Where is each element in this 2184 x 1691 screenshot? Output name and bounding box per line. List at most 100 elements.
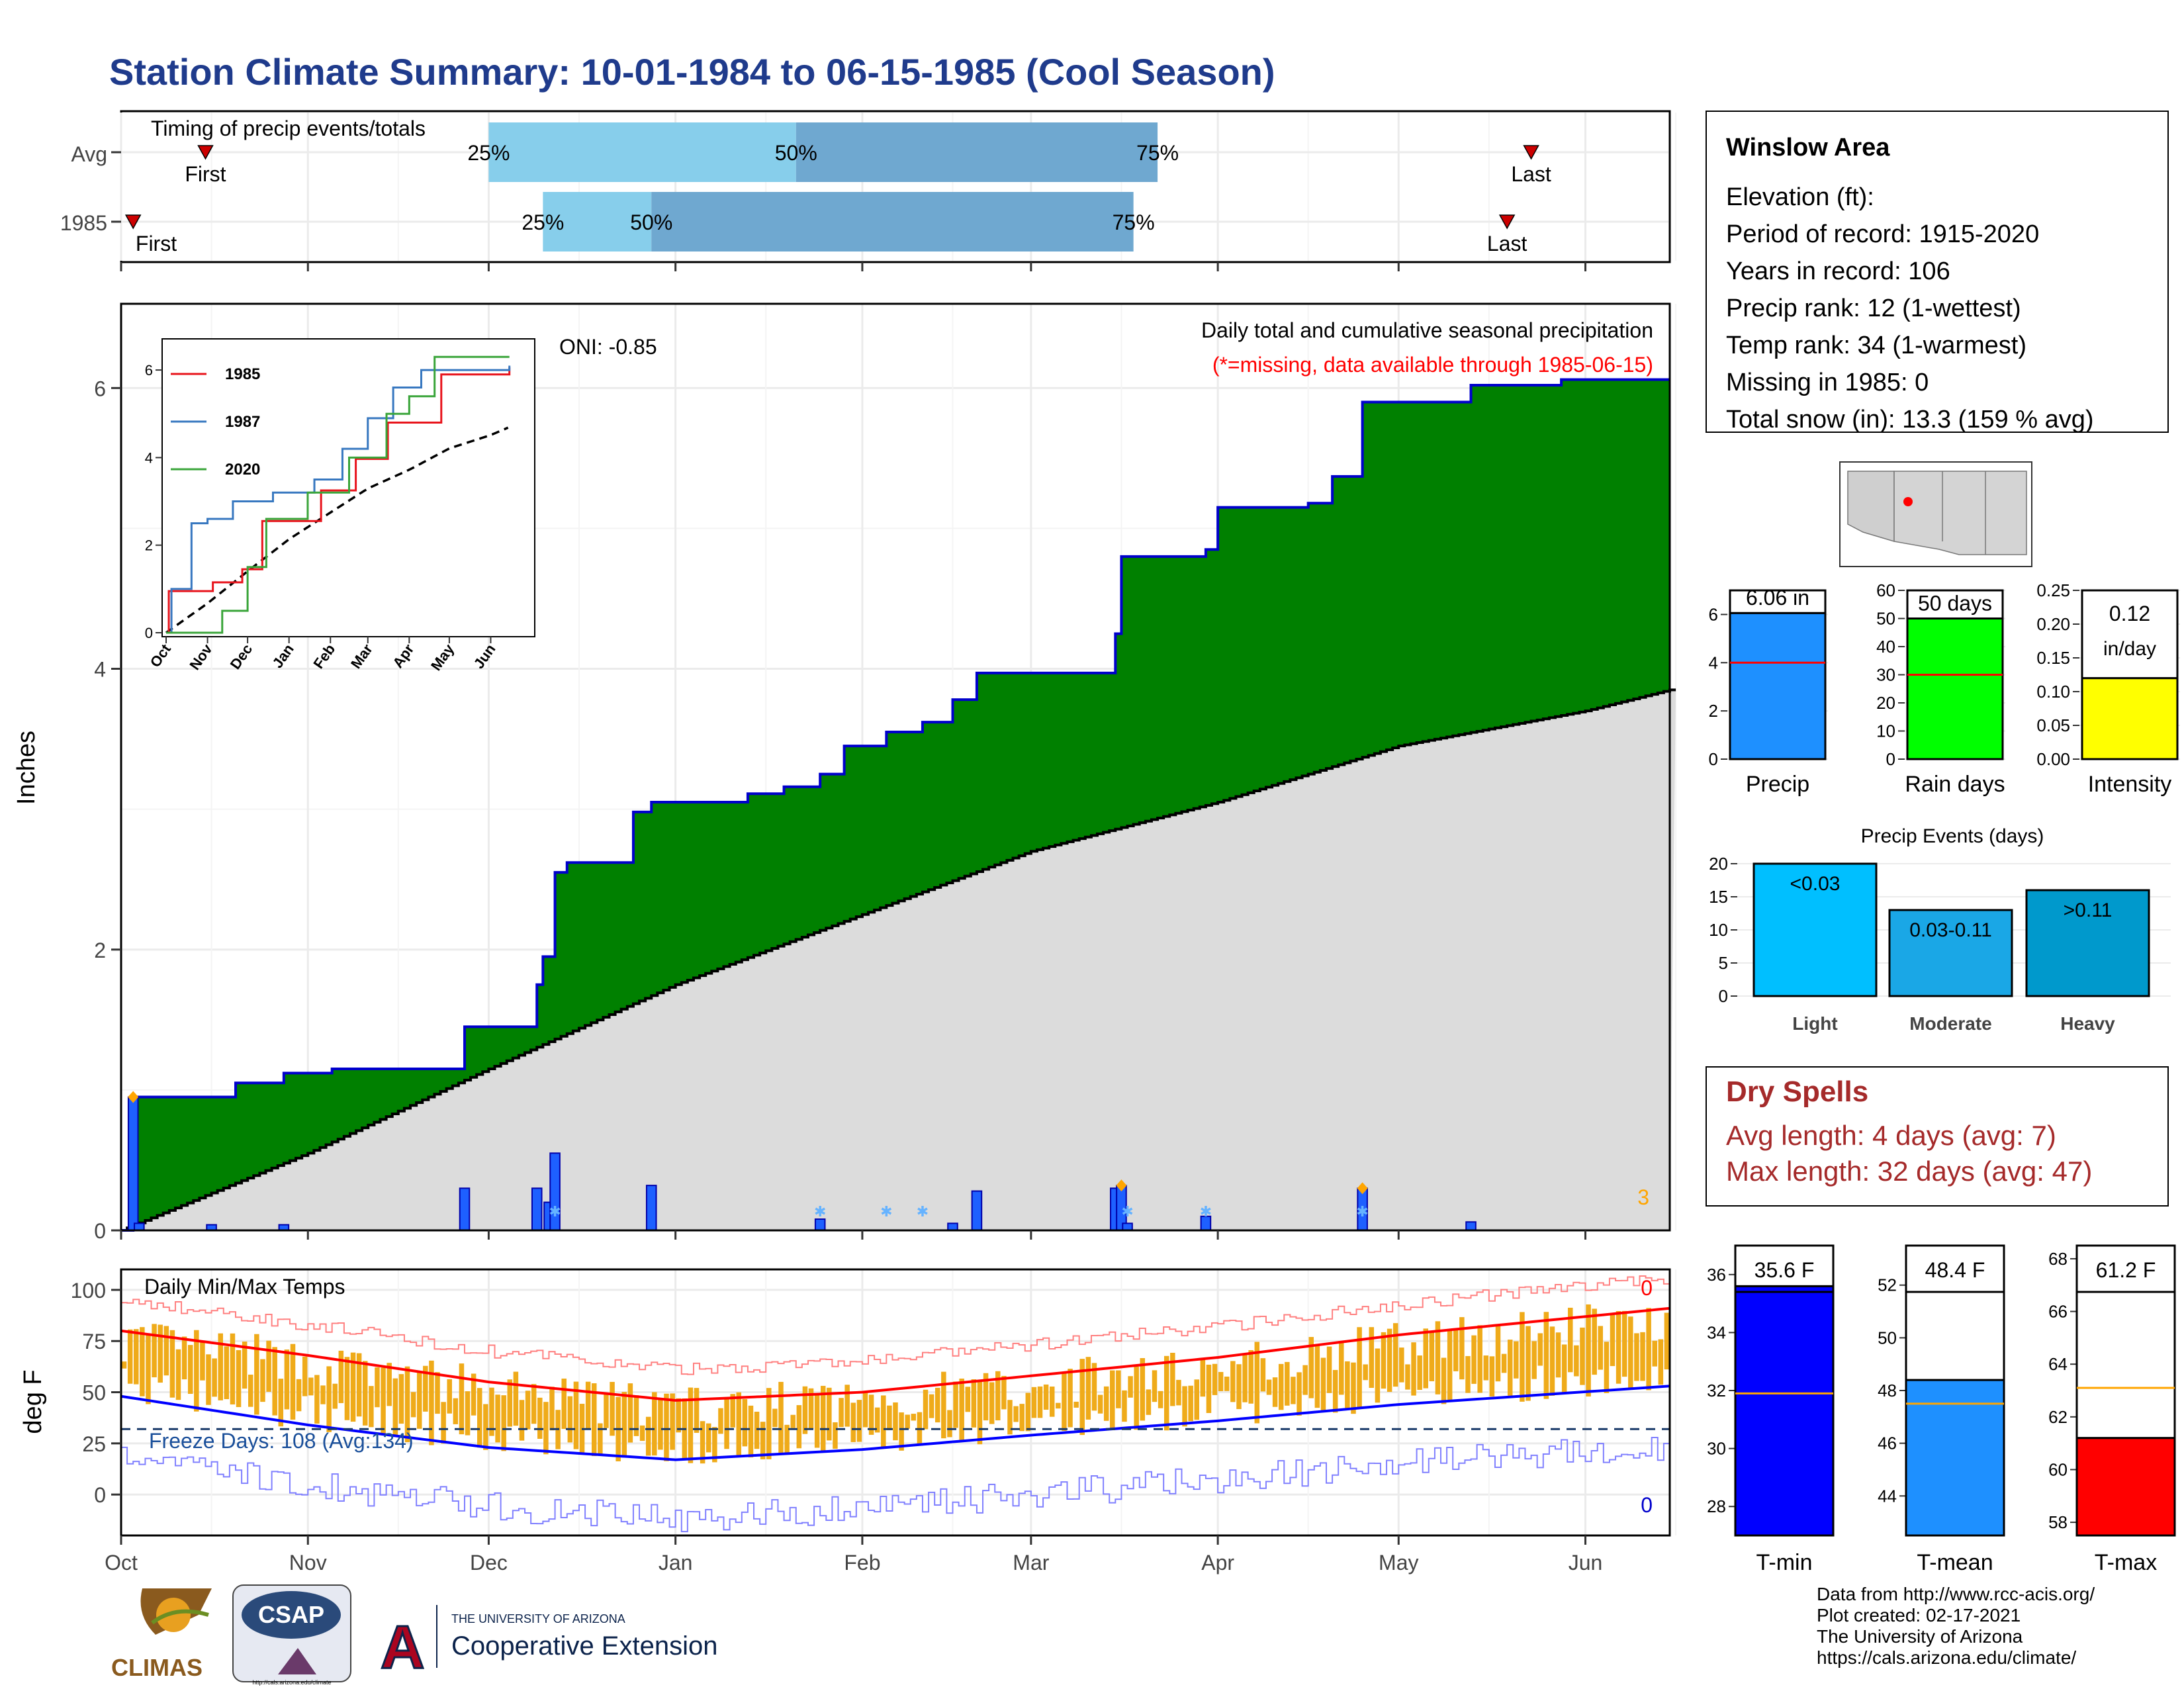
daily-temp-bar xyxy=(1363,1364,1368,1381)
daily-temp-bar xyxy=(959,1378,964,1441)
daily-temp-bar xyxy=(1411,1342,1416,1396)
mini-bar-tick-label: 4 xyxy=(1709,653,1718,672)
daily-temp-bar xyxy=(140,1327,145,1396)
temp-summary-tick-label: 30 xyxy=(1707,1439,1726,1459)
daily-temp-bar xyxy=(844,1385,850,1427)
first-label: First xyxy=(136,232,177,255)
mini-bar-tick-label: 0 xyxy=(1709,749,1718,769)
daily-temp-bar xyxy=(326,1366,332,1432)
precip-y-tick-label: 4 xyxy=(94,658,106,682)
inset-legend-label: 2020 xyxy=(225,461,260,479)
daily-temp-bar xyxy=(1097,1394,1103,1414)
daily-temp-bar xyxy=(375,1367,380,1408)
daily-temp-bar xyxy=(453,1398,459,1424)
precip-y-tick-label: 6 xyxy=(94,377,106,400)
daily-temp-bar xyxy=(1110,1370,1115,1430)
daily-temp-bar xyxy=(1501,1353,1507,1373)
record-low-line xyxy=(121,1437,1670,1533)
daily-temp-bar xyxy=(923,1389,929,1430)
daily-temp-bar xyxy=(175,1349,181,1400)
normal-tmax-line xyxy=(120,1306,1670,1402)
daily-temp-bar xyxy=(495,1394,500,1443)
daily-temp-bar xyxy=(1477,1325,1482,1393)
daily-temp-bar xyxy=(893,1402,898,1441)
daily-temp-bar xyxy=(1056,1402,1061,1409)
mini-bar-value-label: 50 days xyxy=(1918,592,1992,616)
daily-temp-bar xyxy=(531,1384,537,1424)
daily-temp-bar xyxy=(820,1385,826,1452)
daily-temp-bar xyxy=(441,1402,446,1444)
events-bar-label: Moderate xyxy=(1909,1013,1991,1034)
events-tick-label: 0 xyxy=(1719,986,1728,1006)
daily-temp-bar xyxy=(1254,1342,1260,1424)
daily-temp-bar xyxy=(1525,1326,1531,1401)
daily-temp-bar xyxy=(700,1421,705,1464)
dry-spells-avg: Avg length: 4 days (avg: 7) xyxy=(1726,1120,2056,1151)
daily-temp-bar xyxy=(501,1395,506,1451)
snow-icon: ✱ xyxy=(814,1203,826,1220)
footer-line: https://cals.arizona.edu/climate/ xyxy=(1817,1647,2076,1668)
daily-temp-bar xyxy=(260,1359,265,1402)
daily-temp-bar xyxy=(995,1371,1001,1421)
daily-temp-bar xyxy=(447,1379,452,1414)
daily-temp-bar xyxy=(1387,1328,1392,1393)
daily-temp-bar xyxy=(814,1394,820,1448)
daily-temp-bar xyxy=(1586,1304,1591,1397)
timing-label-50: 50% xyxy=(630,210,672,234)
daily-temp-bar xyxy=(1453,1329,1459,1371)
inset-y-tick-label: 6 xyxy=(145,362,153,379)
daily-temp-bar xyxy=(1007,1400,1013,1435)
events-bar xyxy=(2025,889,2150,997)
ua-big-text: Cooperative Extension xyxy=(451,1631,717,1661)
last-marker-icon xyxy=(1523,145,1539,160)
precip-y-tick-label: 2 xyxy=(94,938,106,962)
freeze-days: Freeze Days: 108 (Avg:134) xyxy=(149,1429,414,1453)
daily-temp-bar xyxy=(1646,1308,1651,1391)
events-title: Precip Events (days) xyxy=(1861,825,2044,847)
daily-temp-bar xyxy=(1134,1366,1139,1430)
daily-temp-bar xyxy=(712,1427,717,1463)
daily-temp-bar xyxy=(1549,1326,1555,1396)
daily-temp-bar xyxy=(121,1361,127,1369)
daily-temp-bar xyxy=(206,1354,211,1405)
daily-temp-bar xyxy=(387,1363,392,1406)
temp-summary-tick-label: 64 xyxy=(2048,1354,2068,1374)
daily-precip-bar xyxy=(971,1190,983,1232)
daily-temp-bar xyxy=(941,1371,946,1439)
daily-temp-bar xyxy=(899,1412,904,1451)
temp-x-tick-label: Mar xyxy=(1013,1551,1049,1575)
daily-temp-bar xyxy=(1320,1357,1326,1411)
daily-temp-bar xyxy=(881,1395,886,1449)
daily-temp-bar xyxy=(742,1398,748,1447)
mini-bar-tick-label: 6 xyxy=(1709,604,1718,624)
daily-temp-bar xyxy=(1604,1342,1610,1393)
daily-temp-bar xyxy=(1043,1384,1049,1410)
events-bar-tag: >0.11 xyxy=(2064,899,2113,921)
last-marker-icon xyxy=(1498,214,1516,230)
daily-temp-bar xyxy=(1405,1364,1410,1390)
daily-temp-bar xyxy=(169,1330,175,1398)
events-bar-tag: 0.03-0.11 xyxy=(1909,919,1992,941)
csap-logo: CSAP http://cals.arizona.edu/climate xyxy=(232,1584,351,1686)
daily-temp-bar xyxy=(1429,1332,1435,1381)
daily-temp-bar xyxy=(1272,1377,1278,1407)
temp-summary-tick-label: 68 xyxy=(2048,1249,2068,1269)
daily-temp-bar xyxy=(1580,1327,1585,1385)
daily-temp-bar xyxy=(1170,1352,1175,1406)
daily-temp-bar xyxy=(610,1381,615,1436)
mini-bar-tick-label: 10 xyxy=(1876,721,1895,741)
daily-temp-bar xyxy=(1326,1346,1332,1393)
daily-temp-bar xyxy=(1146,1389,1152,1415)
station-marker xyxy=(1903,497,1913,506)
daily-temp-bar xyxy=(754,1412,760,1449)
daily-temp-bar xyxy=(369,1386,374,1428)
ua-a-icon: A xyxy=(381,1614,424,1681)
mini-bar-tick-label: 0.10 xyxy=(2036,682,2070,702)
daily-temp-bar xyxy=(1351,1362,1356,1414)
precip-heading: Daily total and cumulative seasonal prec… xyxy=(1201,318,1653,342)
timing-bar-50-75 xyxy=(651,192,1134,251)
csap-url: http://cals.arizona.edu/climate xyxy=(252,1679,331,1686)
daily-precip-bar xyxy=(1465,1221,1477,1231)
daily-temp-bar xyxy=(158,1324,163,1383)
daily-temp-bar xyxy=(224,1346,230,1400)
